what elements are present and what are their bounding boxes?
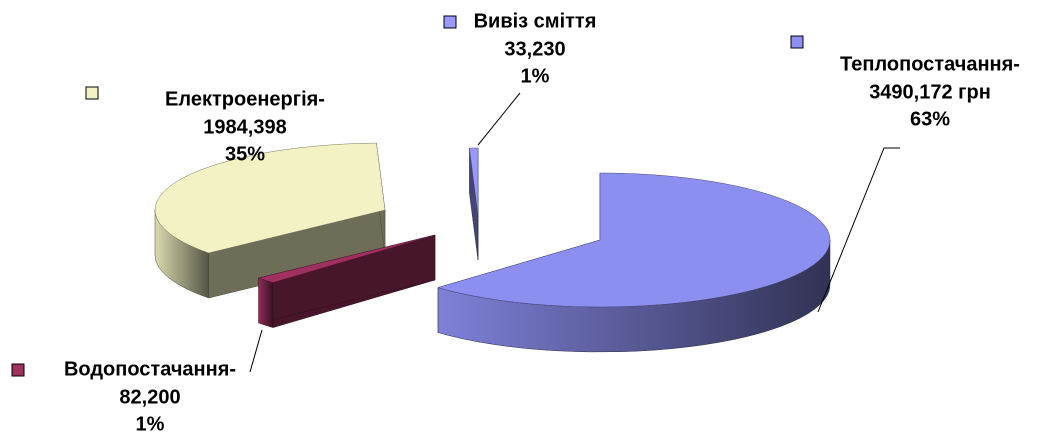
- category-label: Вивіз сміття: [474, 10, 597, 32]
- category-label: Теплопостачання-: [840, 53, 1020, 75]
- slice: [437, 172, 831, 308]
- slice-wall: [258, 277, 274, 328]
- value-label: 82,200: [119, 386, 180, 408]
- percent-label: 1%: [521, 65, 550, 87]
- slice: [257, 234, 436, 283]
- leader-line: [477, 92, 521, 146]
- legend-marker: [790, 35, 804, 49]
- legend-marker: [443, 15, 457, 29]
- category-label: Водопостачання-: [64, 358, 236, 380]
- percent-label: 1%: [136, 413, 165, 435]
- pie: [154, 142, 831, 353]
- labels: Теплопостачання- 3490,172 грн 63% Водопоста…: [11, 10, 1020, 435]
- legend-marker: [11, 363, 25, 377]
- legend-marker: [85, 86, 99, 100]
- percent-label: 35%: [225, 143, 265, 165]
- category-label: Електроенергія-: [165, 88, 325, 110]
- leader-line: [249, 329, 263, 373]
- value-label: 1984,398: [203, 116, 286, 138]
- leader-line: [817, 147, 900, 313]
- slice: [469, 147, 479, 216]
- value-label: 33,230: [504, 38, 565, 60]
- percent-label: 63%: [910, 108, 950, 130]
- slice: [154, 142, 386, 254]
- value-label: 3490,172 грн: [869, 81, 991, 103]
